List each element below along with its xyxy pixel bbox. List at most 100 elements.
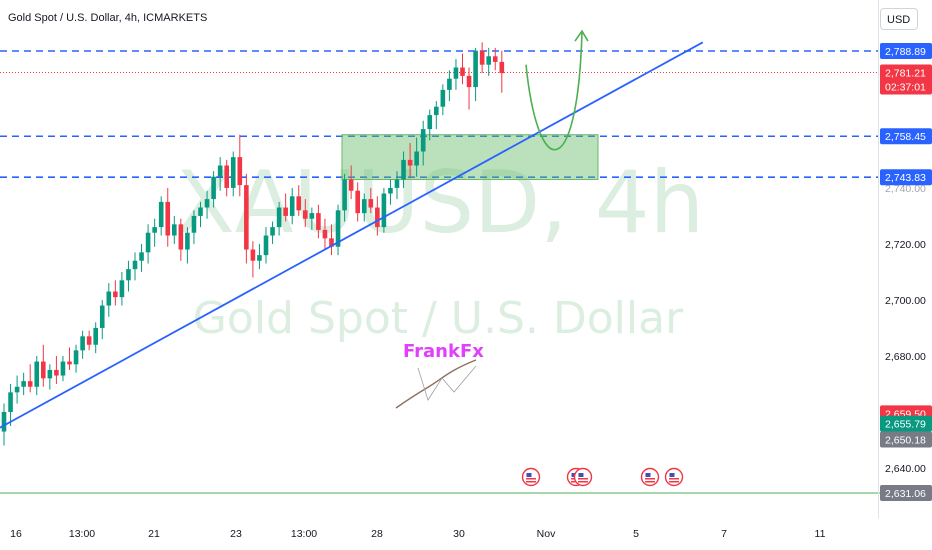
candle-body	[99, 305, 105, 328]
price-label-box[interactable]	[880, 169, 932, 186]
candle-body	[14, 386, 20, 393]
candle-body	[119, 280, 125, 298]
candle-body	[67, 361, 72, 365]
y-tick-label: 2,720.00	[885, 239, 926, 251]
price-label-box[interactable]	[880, 431, 932, 448]
candle-body	[41, 361, 46, 379]
currency-button[interactable]: USD	[880, 8, 918, 30]
candle-body	[361, 199, 367, 214]
x-tick-label: 7	[721, 528, 727, 540]
candle-body	[499, 61, 505, 74]
candle-body	[21, 381, 26, 387]
candle-body	[145, 232, 151, 253]
flag-stripe	[645, 478, 655, 480]
price-label-box[interactable]	[880, 485, 932, 501]
candle-body	[8, 392, 13, 412]
candle-body	[178, 224, 184, 250]
candle-body	[34, 361, 40, 387]
candle-body	[86, 336, 92, 345]
candle-body	[407, 159, 413, 166]
price-label-text: 2,743.83	[885, 172, 926, 184]
candle-body	[198, 207, 203, 216]
candle-body	[276, 207, 282, 228]
flag-stripe	[526, 478, 536, 480]
candle-body	[211, 176, 216, 200]
x-tick-label: 13:00	[291, 528, 317, 540]
price-label-box[interactable]	[880, 64, 932, 95]
candle-body	[427, 115, 433, 130]
price-label-text: 2,650.18	[885, 434, 926, 446]
price-label-text: 2,788.89	[885, 46, 926, 58]
candle-body	[47, 369, 53, 379]
x-tick-label: 5	[633, 528, 639, 540]
price-label-text: 2,758.45	[885, 131, 926, 143]
candle-body	[283, 207, 288, 216]
candle-body	[466, 75, 472, 88]
candle-body	[139, 252, 144, 261]
projection-arrow[interactable]	[525, 31, 583, 151]
candle-body	[486, 56, 491, 65]
candle-body	[394, 179, 400, 188]
flag-canton	[526, 473, 532, 477]
candle-body	[322, 229, 328, 239]
price-label-box[interactable]	[880, 415, 932, 432]
candle-body	[237, 157, 243, 186]
flag-canton	[571, 473, 577, 477]
candle-body	[165, 201, 171, 236]
candle-body	[106, 291, 112, 306]
candle-body	[473, 50, 478, 88]
x-tick-label: 28	[371, 528, 383, 540]
x-tick-label: Nov	[537, 528, 556, 540]
candle-body	[191, 215, 197, 233]
y-tick-label: 2,740.00	[885, 183, 926, 195]
candle-body	[27, 381, 33, 387]
candle-body	[401, 159, 406, 180]
candle-body	[453, 67, 459, 79]
candle-body	[172, 224, 177, 236]
candle-body	[60, 361, 66, 376]
candle-body	[303, 210, 308, 219]
candle-body	[224, 165, 229, 188]
candle-body	[152, 227, 157, 233]
candle-body	[368, 199, 374, 208]
arrow-head	[574, 29, 589, 42]
candle-body	[460, 67, 465, 76]
candle-body	[289, 196, 295, 216]
candle-body	[479, 50, 485, 65]
flag-stripe	[578, 481, 588, 483]
price-label-text: 2,781.21	[885, 68, 926, 80]
candle-body	[440, 89, 446, 107]
candle-body	[80, 336, 85, 351]
brand-logo-lines	[417, 365, 477, 401]
trend-line[interactable]	[0, 41, 704, 429]
candle-body	[204, 199, 210, 208]
candle-body	[126, 269, 131, 281]
price-label-box[interactable]	[880, 128, 932, 145]
price-label-text: 2,631.06	[885, 488, 926, 500]
price-axis-separator	[878, 0, 879, 518]
candle-body	[434, 106, 439, 116]
candle-body	[388, 187, 393, 194]
y-tick-label: 2,640.00	[885, 463, 926, 475]
candle-body	[355, 190, 360, 214]
brand-logo: FrankFx	[403, 341, 484, 362]
candle-body	[492, 56, 498, 62]
candle-body	[250, 249, 256, 261]
candle-body	[244, 185, 249, 250]
watermark-name: Gold Spot / U.S. Dollar	[193, 293, 684, 344]
x-tick-label: 23	[230, 528, 242, 540]
price-label-box[interactable]	[880, 43, 932, 59]
demand-zone[interactable]	[341, 134, 599, 181]
candle-body	[217, 165, 223, 177]
candle-body	[113, 291, 118, 298]
candle-body	[375, 207, 380, 228]
flag-stripe	[645, 481, 655, 483]
flag-canton	[578, 473, 584, 477]
flag-stripe	[669, 481, 679, 483]
candle-body	[270, 227, 275, 236]
candle-body	[132, 260, 138, 270]
symbol-header: Gold Spot / U.S. Dollar, 4h, ICMARKETS	[8, 12, 208, 24]
x-tick-label: 16	[10, 528, 22, 540]
